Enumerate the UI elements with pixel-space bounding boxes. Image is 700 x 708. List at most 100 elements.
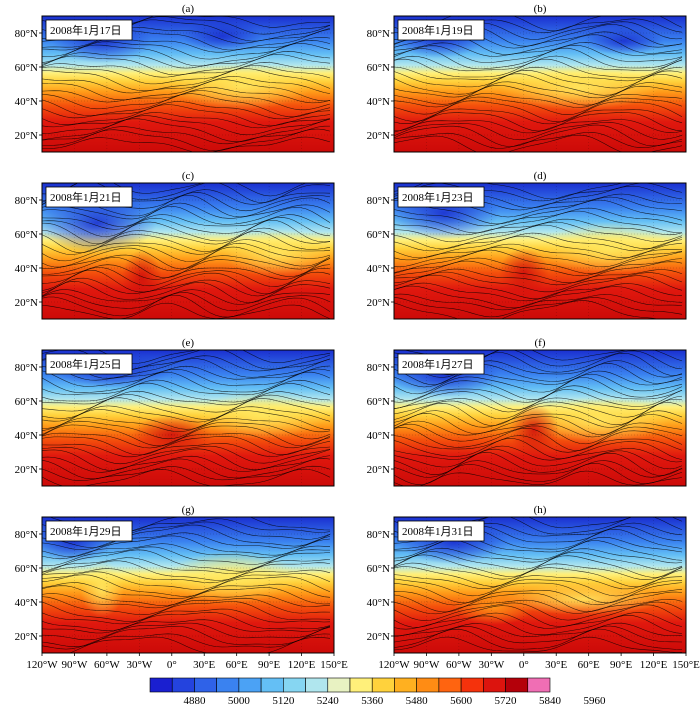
y-tick-label: 40°N — [15, 96, 38, 108]
y-tick-label: 80°N — [367, 362, 390, 374]
x-tick-label: 120°E — [288, 659, 316, 671]
contour-line — [394, 373, 683, 395]
contour-line — [394, 591, 683, 613]
y-tick-label: 40°N — [15, 263, 38, 275]
contour-line — [42, 443, 331, 458]
contour-line — [394, 274, 683, 300]
colorbar-cell — [216, 677, 240, 693]
contour-line — [42, 202, 331, 220]
panel-label: (d) — [534, 170, 547, 182]
field-anomaly — [454, 589, 534, 625]
contour-line — [42, 281, 331, 303]
contour-line — [394, 539, 683, 561]
date-box: 2008年1月17日 — [45, 19, 133, 41]
contour-line — [42, 601, 331, 622]
contour-line — [394, 66, 683, 82]
y-tick-label: 80°N — [15, 529, 38, 541]
y-tick-label: 80°N — [367, 529, 390, 541]
contour-line — [394, 221, 683, 243]
contour-line — [42, 622, 331, 641]
contour-line — [394, 58, 683, 79]
contour-line — [394, 271, 683, 293]
contour-line — [394, 246, 683, 268]
x-tick-label: 120°W — [26, 659, 58, 671]
contour-line — [394, 132, 683, 149]
panel-label: (h) — [534, 504, 547, 516]
height-field — [42, 183, 334, 319]
y-tick-label: 60°N — [367, 396, 390, 408]
contour-line — [42, 532, 331, 550]
contour-line — [394, 427, 683, 451]
contour-line — [42, 394, 331, 413]
colorbar-cell — [460, 677, 484, 693]
contour-line — [42, 227, 331, 247]
date-label: 2008年1月23日 — [402, 190, 474, 204]
contour-line — [42, 397, 331, 420]
contour-line — [42, 368, 331, 387]
contour-line — [394, 445, 683, 463]
contour-line — [42, 546, 330, 567]
contour-line — [42, 246, 331, 270]
contour-line — [42, 269, 331, 295]
contour-line — [42, 183, 331, 203]
colorbar-tick-label: 5960 — [583, 695, 606, 707]
contour-line — [42, 79, 331, 102]
contour-line — [394, 604, 683, 628]
contour-line — [394, 44, 683, 63]
contour-line — [394, 463, 683, 485]
contour-line — [42, 409, 331, 431]
contour-line — [68, 636, 331, 653]
contour-line — [394, 296, 683, 318]
colorbar-cell — [394, 677, 417, 693]
colorbar-tick-label: 5480 — [406, 695, 429, 707]
contour-line — [42, 420, 331, 440]
panel-frame — [41, 349, 335, 487]
contour-line — [42, 136, 331, 152]
date-label: 2008年1月31日 — [402, 524, 474, 538]
panels: (a) 2008年1月17日 80°N 60°N 40°N 20°N (b) 2008年1月1… — [15, 3, 700, 671]
colorbar-cell — [327, 677, 351, 693]
contour-line — [42, 112, 331, 129]
colorbar-cell — [416, 677, 440, 693]
colorbar-cell — [527, 677, 551, 693]
contour-line — [42, 365, 331, 381]
colorbar-tick-label: 5360 — [361, 695, 384, 707]
contour-line — [42, 379, 331, 396]
contour-line — [394, 268, 683, 286]
colorbar-cell — [283, 677, 306, 693]
colorbar-tick-label: 5120 — [272, 695, 295, 707]
contour-line — [394, 578, 683, 597]
contour-line — [394, 243, 683, 261]
contour-line — [42, 289, 331, 305]
field-anomaly — [504, 583, 664, 615]
contour-line — [42, 51, 331, 69]
field-anomaly — [182, 20, 262, 52]
panel-label: (c) — [182, 170, 195, 182]
panel-3: (c) 2008年1月21日 80°N 60°N 40°N 20°N — [15, 170, 335, 320]
contour-line — [394, 448, 683, 470]
contour-line — [42, 611, 331, 632]
contour-line — [394, 636, 682, 653]
contour-line — [394, 207, 683, 227]
contour-line — [42, 390, 331, 406]
contour-line — [42, 432, 331, 449]
contour-line — [394, 470, 683, 486]
height-field — [42, 16, 334, 152]
contour-line — [394, 260, 683, 284]
colorbar-cell — [194, 677, 217, 693]
x-tick-label: 60°E — [578, 659, 600, 671]
contour-line — [42, 535, 331, 557]
y-tick-label: 20°N — [367, 631, 390, 643]
y-tick-label: 40°N — [15, 597, 38, 609]
contour-line — [42, 608, 331, 625]
panel-frame — [41, 516, 335, 654]
x-tick-label: 150°E — [672, 659, 700, 671]
contour-line — [394, 420, 683, 438]
contour-line — [42, 524, 331, 548]
contour-line — [394, 612, 683, 630]
contour-line — [42, 231, 331, 253]
panel-frame — [393, 349, 687, 487]
panel-frame — [393, 182, 687, 320]
contour-line — [42, 358, 331, 379]
x-tick-label: 30°W — [126, 659, 152, 671]
